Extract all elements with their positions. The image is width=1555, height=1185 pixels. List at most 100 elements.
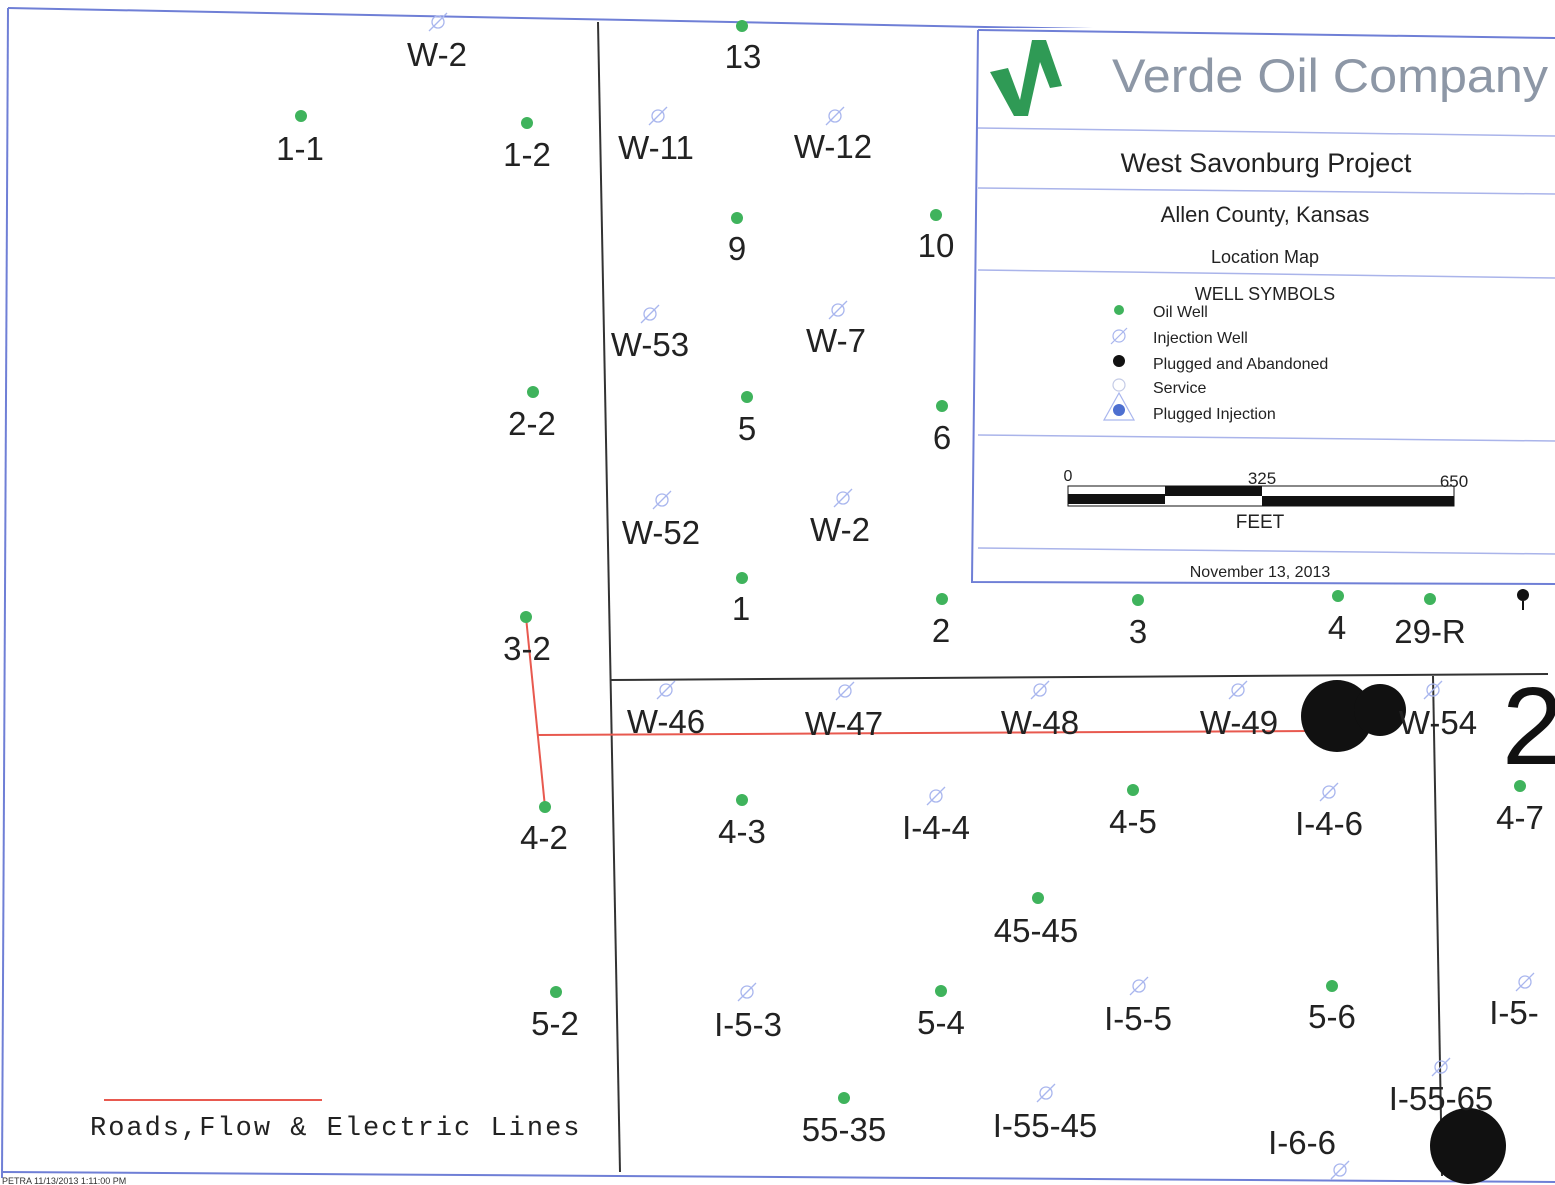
well-label: I-5-3 <box>714 1006 782 1043</box>
section-lines <box>597 21 1549 1177</box>
well-label: 6 <box>933 419 951 456</box>
injection-well-circle-slash-icon <box>1515 972 1535 992</box>
well-marker: 1-2 <box>503 117 551 173</box>
well-marker: W-2 <box>810 488 870 548</box>
well-marker: 45-45 <box>994 892 1078 949</box>
well-marker: 4 <box>1328 590 1346 646</box>
plugged-well-mark <box>1354 684 1406 736</box>
well-label: 3-2 <box>503 630 551 667</box>
well-marker: 5 <box>738 391 756 447</box>
well-label: W-47 <box>805 705 883 742</box>
scale-unit: FEET <box>1236 512 1285 533</box>
well-marker: W-12 <box>794 106 872 165</box>
well-marker: 4-2 <box>520 801 568 856</box>
well-label: 5-4 <box>917 1004 965 1041</box>
well-label: 3 <box>1129 613 1147 650</box>
well-label: W-53 <box>611 326 689 363</box>
well-label: 13 <box>725 38 762 75</box>
injection-well-circle-slash-icon <box>737 982 757 1002</box>
well-label: 4-5 <box>1109 803 1157 840</box>
plugged-injection-triangle-icon <box>1102 391 1136 421</box>
road-flow-lines <box>525 616 1313 808</box>
legend-symbol-label: Plugged Injection <box>1153 406 1276 423</box>
well-marker: W-48 <box>1001 680 1079 741</box>
legend-symbol-label: Injection Well <box>1153 330 1248 347</box>
injection-well-circle-slash-icon <box>1110 327 1128 345</box>
well-label: W-7 <box>806 322 866 359</box>
well-label: I-4-4 <box>902 809 970 846</box>
scale-tick-325: 325 <box>1248 469 1276 488</box>
well-label: 4-3 <box>718 813 766 850</box>
well-marker: I-55-45 <box>993 1083 1098 1144</box>
legend-panel: Verde Oil Company West Savonburg Project… <box>970 28 1555 585</box>
well-label: W-2 <box>810 511 870 548</box>
oil-well-dot-icon <box>736 20 748 32</box>
injection-well-circle-slash-icon <box>1319 782 1339 802</box>
injection-well-circle-slash-icon <box>1030 680 1050 700</box>
oil-well-dot-icon <box>550 986 562 998</box>
oil-well-dot-icon <box>1326 980 1338 992</box>
wells-layer: 1-1 1-2W-2 13W-11 W-129 10W-53 W-72-2 5 6W-52 W-… <box>276 12 1544 1180</box>
oil-well-dot-icon <box>741 391 753 403</box>
injection-well-circle-slash-icon <box>640 304 660 324</box>
well-marker: W-7 <box>806 300 866 359</box>
well-label: W-11 <box>618 129 694 166</box>
footer-timestamp: PETRA 11/13/2013 1:11:00 PM <box>2 1176 126 1185</box>
oil-well-dot-icon <box>930 209 942 221</box>
oil-well-dot-icon <box>736 572 748 584</box>
oil-well-dot-icon <box>936 400 948 412</box>
well-marker: W-49 <box>1200 680 1278 741</box>
well-label: 45-45 <box>994 912 1078 949</box>
plugged-dot-icon <box>1113 355 1125 367</box>
well-label: 55-35 <box>802 1111 886 1148</box>
well-label: I-55-45 <box>993 1107 1098 1144</box>
oil-well-dot-icon <box>295 110 307 122</box>
injection-well-circle-slash-icon <box>1423 680 1443 700</box>
well-label: W-49 <box>1200 704 1278 741</box>
well-marker: W-2 <box>407 12 467 73</box>
scale-tick-650: 650 <box>1440 472 1468 491</box>
well-label: I-6-6 <box>1268 1124 1336 1161</box>
plugged-wells <box>1301 589 1529 1184</box>
well-marker: 3 <box>1129 594 1147 650</box>
well-label: I-4-6 <box>1295 805 1363 842</box>
road-line-legend-label: Roads,Flow & Electric Lines <box>90 1114 581 1144</box>
plugged-well-mark <box>1301 680 1373 752</box>
well-marker: I-5- <box>1489 972 1539 1031</box>
well-marker: I-55-65 <box>1389 1057 1493 1117</box>
oil-well-dot-icon <box>838 1092 850 1104</box>
well-label: 4 <box>1328 609 1346 646</box>
company-name: Verde Oil Company <box>1112 49 1549 102</box>
well-label: 10 <box>918 227 955 264</box>
scale-bar <box>1067 485 1455 507</box>
well-label: 2 <box>932 612 950 649</box>
injection-well-circle-slash-icon <box>1330 1160 1350 1180</box>
well-marker: W-52 <box>622 490 700 551</box>
well-marker: I-4-6 <box>1295 782 1363 842</box>
well-label: 2-2 <box>508 405 556 442</box>
injection-well-circle-slash-icon <box>648 106 668 126</box>
well-symbols-title: WELL SYMBOLS <box>1195 284 1335 304</box>
oil-well-dot-icon <box>1127 784 1139 796</box>
well-marker: 13 <box>725 20 762 75</box>
injection-well-circle-slash-icon <box>1129 976 1149 996</box>
well-marker: W-46 <box>627 680 705 740</box>
well-label: 1 <box>732 590 750 627</box>
injection-well-circle-slash-icon <box>652 490 672 510</box>
oil-well-dot-icon <box>539 801 551 813</box>
oil-well-dot-icon <box>935 985 947 997</box>
oil-well-dot-icon <box>736 794 748 806</box>
legend-symbol-label: Service <box>1153 380 1206 397</box>
legend-symbol-label: Oil Well <box>1153 304 1208 321</box>
oil-well-dot-icon <box>1114 305 1124 315</box>
injection-well-circle-slash-icon <box>1036 1083 1056 1103</box>
section-number: 2 <box>1502 665 1555 788</box>
well-label: 29-R <box>1394 613 1466 650</box>
well-label: 1-1 <box>276 130 324 167</box>
injection-well-circle-slash-icon <box>656 680 676 700</box>
map-type: Location Map <box>1211 247 1319 267</box>
well-label: W-12 <box>794 128 872 165</box>
well-marker: W-54 <box>1399 680 1477 741</box>
well-label: 9 <box>728 230 746 267</box>
